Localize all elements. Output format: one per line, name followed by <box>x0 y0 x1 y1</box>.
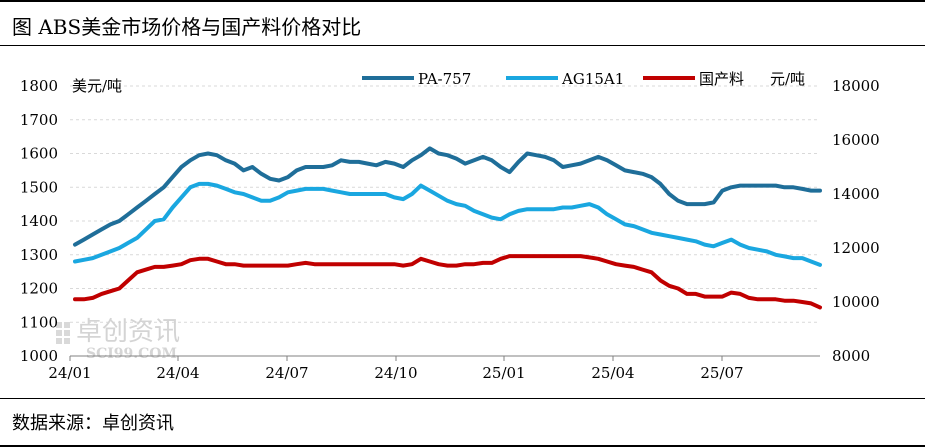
x-tick-label: 24/04 <box>156 364 199 382</box>
right-tick-label: 10000 <box>832 293 880 311</box>
right-axis-unit: 元/吨 <box>770 70 805 88</box>
watermark-cn: 卓创资讯 <box>76 317 180 347</box>
series-lines <box>73 146 822 310</box>
watermark-en: SCI99.COM <box>86 346 177 362</box>
left-axis-ticks: 1800 1700 1600 1500 1400 1300 1200 1100 1000 <box>20 77 58 365</box>
left-tick-label: 1300 <box>20 246 58 264</box>
x-axis-ticks: 24/01 24/04 24/07 24/10 25/01 25/04 25/07 <box>48 356 744 382</box>
left-tick-label: 1100 <box>20 313 58 331</box>
line-chart: 卓创资讯 SCI99.COM 1800170016001500140013001… <box>20 70 880 382</box>
title-bar: 图 ABS美金市场价格与国产料价格对比 <box>0 0 925 46</box>
left-tick-label: 1000 <box>20 347 58 365</box>
left-tick-label: 1400 <box>20 212 58 230</box>
x-tick-label: 25/07 <box>700 364 743 382</box>
right-tick-label: 8000 <box>832 347 870 365</box>
left-tick-label: 1700 <box>20 111 58 129</box>
x-tick-label: 25/01 <box>482 364 525 382</box>
data-source: 数据来源：卓创资讯 <box>12 413 174 434</box>
right-tick-label: 12000 <box>832 239 880 257</box>
legend-label: PA-757 <box>418 70 471 88</box>
grid-lines <box>70 85 820 323</box>
left-tick-label: 1500 <box>20 178 58 196</box>
x-tick-label: 25/04 <box>591 364 634 382</box>
left-tick-label: 1600 <box>20 145 58 163</box>
footer: 数据来源：卓创资讯 <box>0 398 925 447</box>
left-tick-label: 1800 <box>20 77 58 95</box>
left-axis-unit: 美元/吨 <box>72 77 122 95</box>
legend-label: AG15A1 <box>561 70 624 88</box>
right-axis-ticks: 18000 16000 14000 12000 10000 8000 <box>832 77 880 365</box>
watermark-logo-icon <box>56 322 70 344</box>
x-tick-label: 24/01 <box>48 364 91 382</box>
x-tick-label: 24/10 <box>374 364 417 382</box>
right-tick-label: 16000 <box>832 131 880 149</box>
watermark: 卓创资讯 SCI99.COM <box>56 317 180 362</box>
right-tick-label: 18000 <box>832 77 880 95</box>
right-tick-label: 14000 <box>832 185 880 203</box>
chart-title: 图 ABS美金市场价格与国产料价格对比 <box>12 15 362 39</box>
series-line <box>73 181 822 267</box>
legend: PA-757 AG15A1 国产料 <box>362 70 744 88</box>
left-tick-label: 1200 <box>20 280 58 298</box>
legend-label: 国产料 <box>699 70 744 88</box>
x-tick-label: 24/07 <box>265 364 308 382</box>
series-line <box>73 146 822 247</box>
series-line <box>73 254 822 310</box>
